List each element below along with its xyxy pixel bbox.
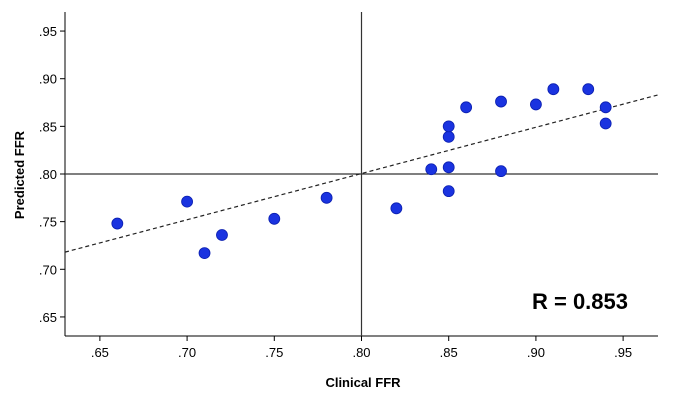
y-tick-label: .75: [39, 215, 57, 230]
data-point: [495, 95, 507, 108]
x-tick-label: .65: [91, 345, 109, 360]
y-tick-label: .90: [39, 72, 57, 87]
x-tick-label: .75: [265, 345, 283, 360]
data-point: [495, 165, 507, 178]
data-point: [460, 101, 473, 114]
y-tick-label: .95: [39, 24, 57, 39]
data-point: [442, 161, 455, 174]
data-point: [425, 163, 438, 176]
data-point: [599, 117, 612, 130]
data-point: [530, 98, 542, 111]
data-point: [547, 83, 560, 96]
x-axis-title: Clinical FFR: [325, 375, 401, 390]
x-tick-label: .90: [527, 345, 545, 360]
data-point: [442, 120, 455, 133]
correlation-annotation: R = 0.853: [532, 289, 628, 314]
data-point: [442, 130, 455, 143]
data-point: [582, 83, 595, 96]
data-point: [320, 191, 333, 204]
data-point: [198, 247, 211, 259]
y-tick-label: .65: [39, 310, 57, 325]
data-point: [216, 229, 228, 241]
x-tick-label: .85: [440, 345, 458, 360]
fit-line: [64, 94, 659, 253]
y-tick-label: .80: [39, 167, 57, 182]
data-point: [268, 212, 281, 225]
y-tick-label: .70: [39, 262, 57, 277]
y-tick-label: .85: [39, 119, 57, 134]
x-tick-label: .95: [614, 345, 632, 360]
data-point: [111, 217, 124, 230]
data-point: [390, 202, 403, 215]
data-point: [181, 195, 193, 208]
y-axis-title: Predicted FFR: [12, 130, 27, 219]
x-tick-label: .80: [352, 345, 370, 360]
data-point: [442, 185, 455, 198]
data-point: [599, 101, 612, 114]
x-tick-label: .70: [178, 345, 196, 360]
